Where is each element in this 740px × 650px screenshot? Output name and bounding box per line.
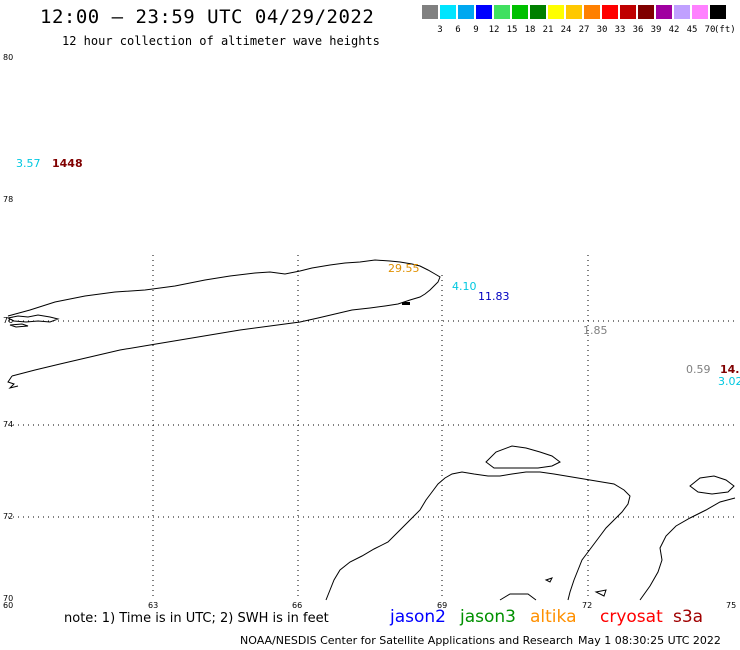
legend-swatch — [602, 5, 618, 19]
legend-swatch — [710, 5, 726, 19]
legend-label: 42 — [668, 25, 680, 35]
footer-credit: NOAA/NESDIS Center for Satellite Applica… — [240, 634, 574, 647]
lat-label: 80 — [3, 53, 13, 62]
wave-height-observations: 3.57 1448 29.55 4.10 11.83 1.85 0.59 14.… — [16, 157, 740, 388]
legend-label: 30 — [596, 25, 608, 35]
footer-note: note: 1) Time is in UTC; 2) SWH is in fe… — [64, 611, 329, 626]
lat-label: 76 — [3, 316, 13, 325]
lon-label: 60 — [3, 601, 13, 610]
wave-height-value: 1448 — [52, 157, 83, 170]
lat-label: 70 — [3, 594, 13, 603]
coastline-yamal-peninsula — [325, 471, 631, 601]
legend-label: 33 — [614, 25, 626, 35]
legend-swatch — [566, 5, 582, 19]
legend-swatch — [512, 5, 528, 19]
coastline-belyy-island — [485, 445, 561, 469]
legend-label: 45 — [686, 25, 698, 35]
legend-swatch — [656, 5, 672, 19]
coastline-gydan-islands — [689, 475, 735, 495]
legend-swatch — [620, 5, 636, 19]
legend-swatch — [530, 5, 546, 19]
legend-swatch — [674, 5, 690, 19]
wave-height-value: 1.85 — [583, 324, 608, 337]
legend-swatch — [548, 5, 564, 19]
legend-swatch — [638, 5, 654, 19]
lon-label: 69 — [437, 601, 447, 610]
satellite-jason3: jason3 — [460, 607, 516, 627]
legend-label: 15 — [506, 25, 518, 35]
legend-label: 12 — [488, 25, 500, 35]
legend-label: 9 — [473, 25, 479, 35]
legend-label: 18 — [524, 25, 536, 35]
lat-label: 72 — [3, 512, 13, 521]
legend-label: 27 — [578, 25, 590, 35]
legend-unit: (ft) — [714, 25, 736, 35]
longitude-grid — [152, 255, 589, 600]
coastline-south-islets — [499, 577, 607, 601]
coastline-gydan-peninsula — [639, 497, 736, 601]
wave-height-value: 3.02 — [718, 375, 740, 388]
legend-label: 70 — [704, 25, 716, 35]
satellite-cryosat: cryosat — [600, 607, 663, 627]
lon-label: 72 — [582, 601, 592, 610]
coastline-novaya-zemlya-south — [7, 375, 19, 389]
wave-height-value: 14. — [720, 363, 740, 376]
legend-swatch — [584, 5, 600, 19]
lat-label: 74 — [3, 420, 13, 429]
legend-swatch — [692, 5, 708, 19]
footer-timestamp: May 1 08:30:25 UTC 2022 — [578, 634, 721, 647]
legend-swatch — [458, 5, 474, 19]
wave-height-value: 3.57 — [16, 157, 41, 170]
legend-swatch — [476, 5, 492, 19]
latitude-labels: 80 78 76 74 72 70 — [3, 53, 13, 603]
map-canvas: 80 78 76 74 72 70 60 63 66 69 72 75 3.57… — [3, 53, 740, 610]
coastline-novaya-zemlya-north — [7, 259, 441, 377]
satellite-jason2: jason2 — [390, 607, 446, 627]
lon-label: 63 — [148, 601, 158, 610]
longitude-labels: 60 63 66 69 72 75 — [3, 601, 736, 610]
legend-label: 24 — [560, 25, 572, 35]
latitude-grid — [8, 320, 735, 518]
satellite-altika: altika — [530, 607, 577, 627]
legend-label: 39 — [650, 25, 662, 35]
small-island-marker — [402, 302, 410, 305]
map-subtitle: 12 hour collection of altimeter wave hei… — [62, 34, 380, 48]
legend-swatch — [494, 5, 510, 19]
wave-height-value: 11.83 — [478, 290, 510, 303]
legend-swatch — [440, 5, 456, 19]
legend-label: 3 — [437, 25, 443, 35]
lon-label: 75 — [726, 601, 736, 610]
legend-label: 36 — [632, 25, 644, 35]
wave-height-value: 0.59 — [686, 363, 711, 376]
map-title: 12:00 — 23:59 UTC 04/29/2022 — [40, 6, 375, 28]
legend-swatch — [422, 5, 438, 19]
coastline-islets-west — [6, 314, 60, 328]
wave-height-value: 29.55 — [388, 262, 420, 275]
lon-label: 66 — [292, 601, 302, 610]
satellite-s3a: s3a — [673, 607, 704, 627]
lat-label: 78 — [3, 195, 13, 204]
legend-label: 21 — [542, 25, 554, 35]
legend-label: 6 — [455, 25, 461, 35]
wave-height-value: 4.10 — [452, 280, 477, 293]
